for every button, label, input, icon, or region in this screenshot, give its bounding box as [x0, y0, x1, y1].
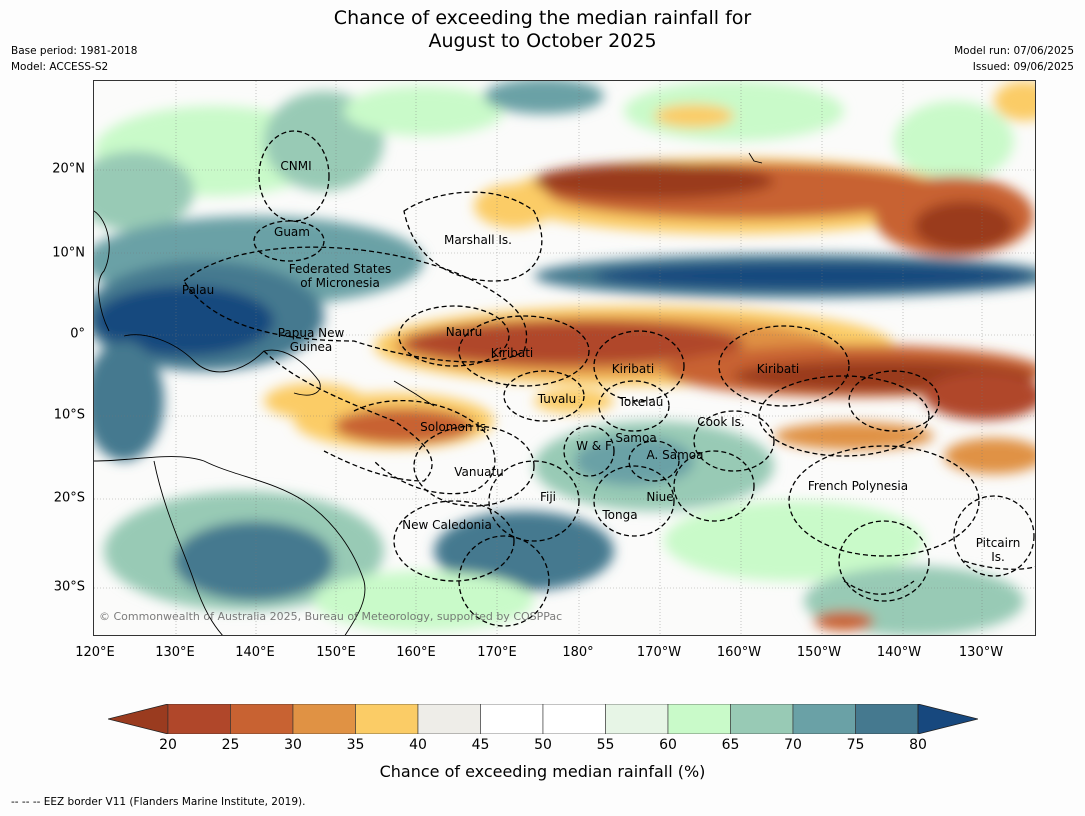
- eez-footer-note: -- -- -- EEZ border V11 (Flanders Marine…: [11, 796, 306, 808]
- region-label-tokelau: Tokelau: [618, 395, 664, 409]
- lat-label-10n: 10°N: [52, 245, 85, 261]
- lon-label-140w: 140°W: [876, 645, 922, 660]
- region-label-wf: W & F: [576, 439, 612, 453]
- copyright-notice: © Commonwealth of Australia 2025, Bureau…: [99, 610, 563, 623]
- region-label-new-caledonia: New Caledonia: [402, 518, 492, 532]
- colorbar-tick-label: 65: [721, 737, 740, 753]
- lat-label-20n: 20°N: [52, 161, 85, 177]
- region-label-png-line1: Papua New: [277, 326, 345, 340]
- region-label-tuvalu: Tuvalu: [537, 392, 577, 406]
- title-line-1: Chance of exceeding the median rainfall …: [333, 7, 752, 29]
- region-label-marshall: Marshall Is.: [444, 233, 512, 247]
- lon-label-120e: 120°E: [75, 645, 115, 660]
- model-run: Model run: 07/06/2025: [954, 45, 1074, 57]
- region-label-asamoa: A. Samoa: [646, 448, 704, 462]
- region-label-fiji: Fiji: [539, 490, 557, 504]
- base-period: Base period: 1981-2018: [11, 45, 138, 57]
- colorbar-extend-high: [917, 704, 978, 734]
- lat-label-20s: 20°S: [53, 490, 85, 506]
- colorbar-tick-label: 45: [471, 737, 490, 753]
- colorbar-extend-low: [108, 704, 169, 734]
- colorbar-bin: [167, 704, 231, 734]
- region-label-tonga: Tonga: [602, 508, 638, 522]
- colorbar-bin: [355, 704, 419, 734]
- title-line-2: August to October 2025: [428, 30, 657, 52]
- region-label-vanuatu: Vanuatu: [454, 465, 504, 479]
- colorbar-bin: [480, 704, 544, 734]
- colorbar: [108, 704, 978, 734]
- colorbar-bin: [417, 704, 481, 734]
- region-label-cook: Cook Is.: [697, 415, 745, 429]
- region-label-pitcairn: Pitcairn Is.: [976, 536, 1021, 564]
- colorbar-tick-label: 40: [409, 737, 427, 753]
- region-label-png-line2: Guinea: [289, 340, 333, 354]
- colorbar-bin: [792, 704, 856, 734]
- colorbar-bin: [605, 704, 669, 734]
- rainfall-map: [93, 80, 1036, 636]
- colorbar-bin: [730, 704, 794, 734]
- colorbar-tick-label: 60: [659, 737, 677, 753]
- lat-label-0: 0°: [70, 326, 85, 342]
- map-title: Chance of exceeding the median rainfall …: [0, 7, 1085, 53]
- colorbar-bin: [542, 704, 606, 734]
- region-label-kiribati-east: Kiribati: [756, 362, 800, 376]
- lon-label-150e: 150°E: [316, 645, 356, 660]
- colorbar-bin: [855, 704, 919, 734]
- lon-label-150w: 150°W: [796, 645, 842, 660]
- colorbar-tick-label: 50: [534, 737, 552, 753]
- lon-label-130w: 130°W: [958, 645, 1004, 660]
- region-label-png: Papua New Guinea: [278, 326, 345, 354]
- lon-label-180: 180°: [562, 645, 594, 660]
- region-label-cnmi: CNMI: [280, 159, 312, 173]
- region-label-kiribati-central: Kiribati: [611, 362, 655, 376]
- region-label-samoa: Samoa: [615, 431, 657, 445]
- region-label-french-polynesia: French Polynesia: [807, 479, 909, 493]
- lat-label-30s: 30°S: [53, 579, 85, 595]
- region-label-fsm: Federated States of Micronesia: [289, 262, 391, 290]
- region-label-fsm-line2: of Micronesia: [300, 276, 380, 290]
- region-label-guam: Guam: [274, 225, 310, 239]
- colorbar-bin: [230, 704, 294, 734]
- issued-date: Issued: 09/06/2025: [972, 61, 1074, 73]
- model-name: Model: ACCESS-S2: [11, 61, 109, 73]
- colorbar-tick-label: 75: [846, 737, 865, 753]
- colorbar-tick-label: 25: [221, 737, 240, 753]
- lon-label-170e: 170°E: [477, 645, 517, 660]
- colorbar-bin: [667, 704, 731, 734]
- colorbar-title: Chance of exceeding median rainfall (%): [379, 762, 706, 781]
- colorbar-tick-label: 35: [346, 737, 365, 753]
- region-label-niue: Niue: [646, 490, 674, 504]
- lat-label-10s: 10°S: [53, 407, 85, 423]
- lon-label-160w: 160°W: [716, 645, 762, 660]
- region-label-solomon: Solomon Is.: [420, 420, 490, 434]
- lon-label-130e: 130°E: [155, 645, 195, 660]
- lon-label-170w: 170°W: [636, 645, 682, 660]
- region-label-pitcairn-line2: Is.: [991, 550, 1005, 564]
- colorbar-tick-label: 30: [284, 737, 302, 753]
- region-label-nauru: Nauru: [445, 325, 483, 339]
- region-label-fsm-line1: Federated States: [288, 262, 392, 276]
- colorbar-tick-label: 70: [784, 737, 802, 753]
- meta-left: Base period: 1981-2018 Model: ACCESS-S2: [11, 43, 137, 75]
- region-label-pitcairn-line1: Pitcairn: [975, 536, 1021, 550]
- meta-right: Model run: 07/06/2025 Issued: 09/06/2025: [954, 43, 1074, 75]
- region-label-palau: Palau: [181, 283, 215, 297]
- colorbar-tick-label: 55: [596, 737, 615, 753]
- lon-label-160e: 160°E: [396, 645, 436, 660]
- colorbar-bin: [292, 704, 356, 734]
- colorbar-tick-label: 80: [909, 737, 927, 753]
- region-label-kiribati-west: Kiribati: [490, 346, 534, 360]
- lon-label-140e: 140°E: [235, 645, 275, 660]
- colorbar-tick-label: 20: [159, 737, 177, 753]
